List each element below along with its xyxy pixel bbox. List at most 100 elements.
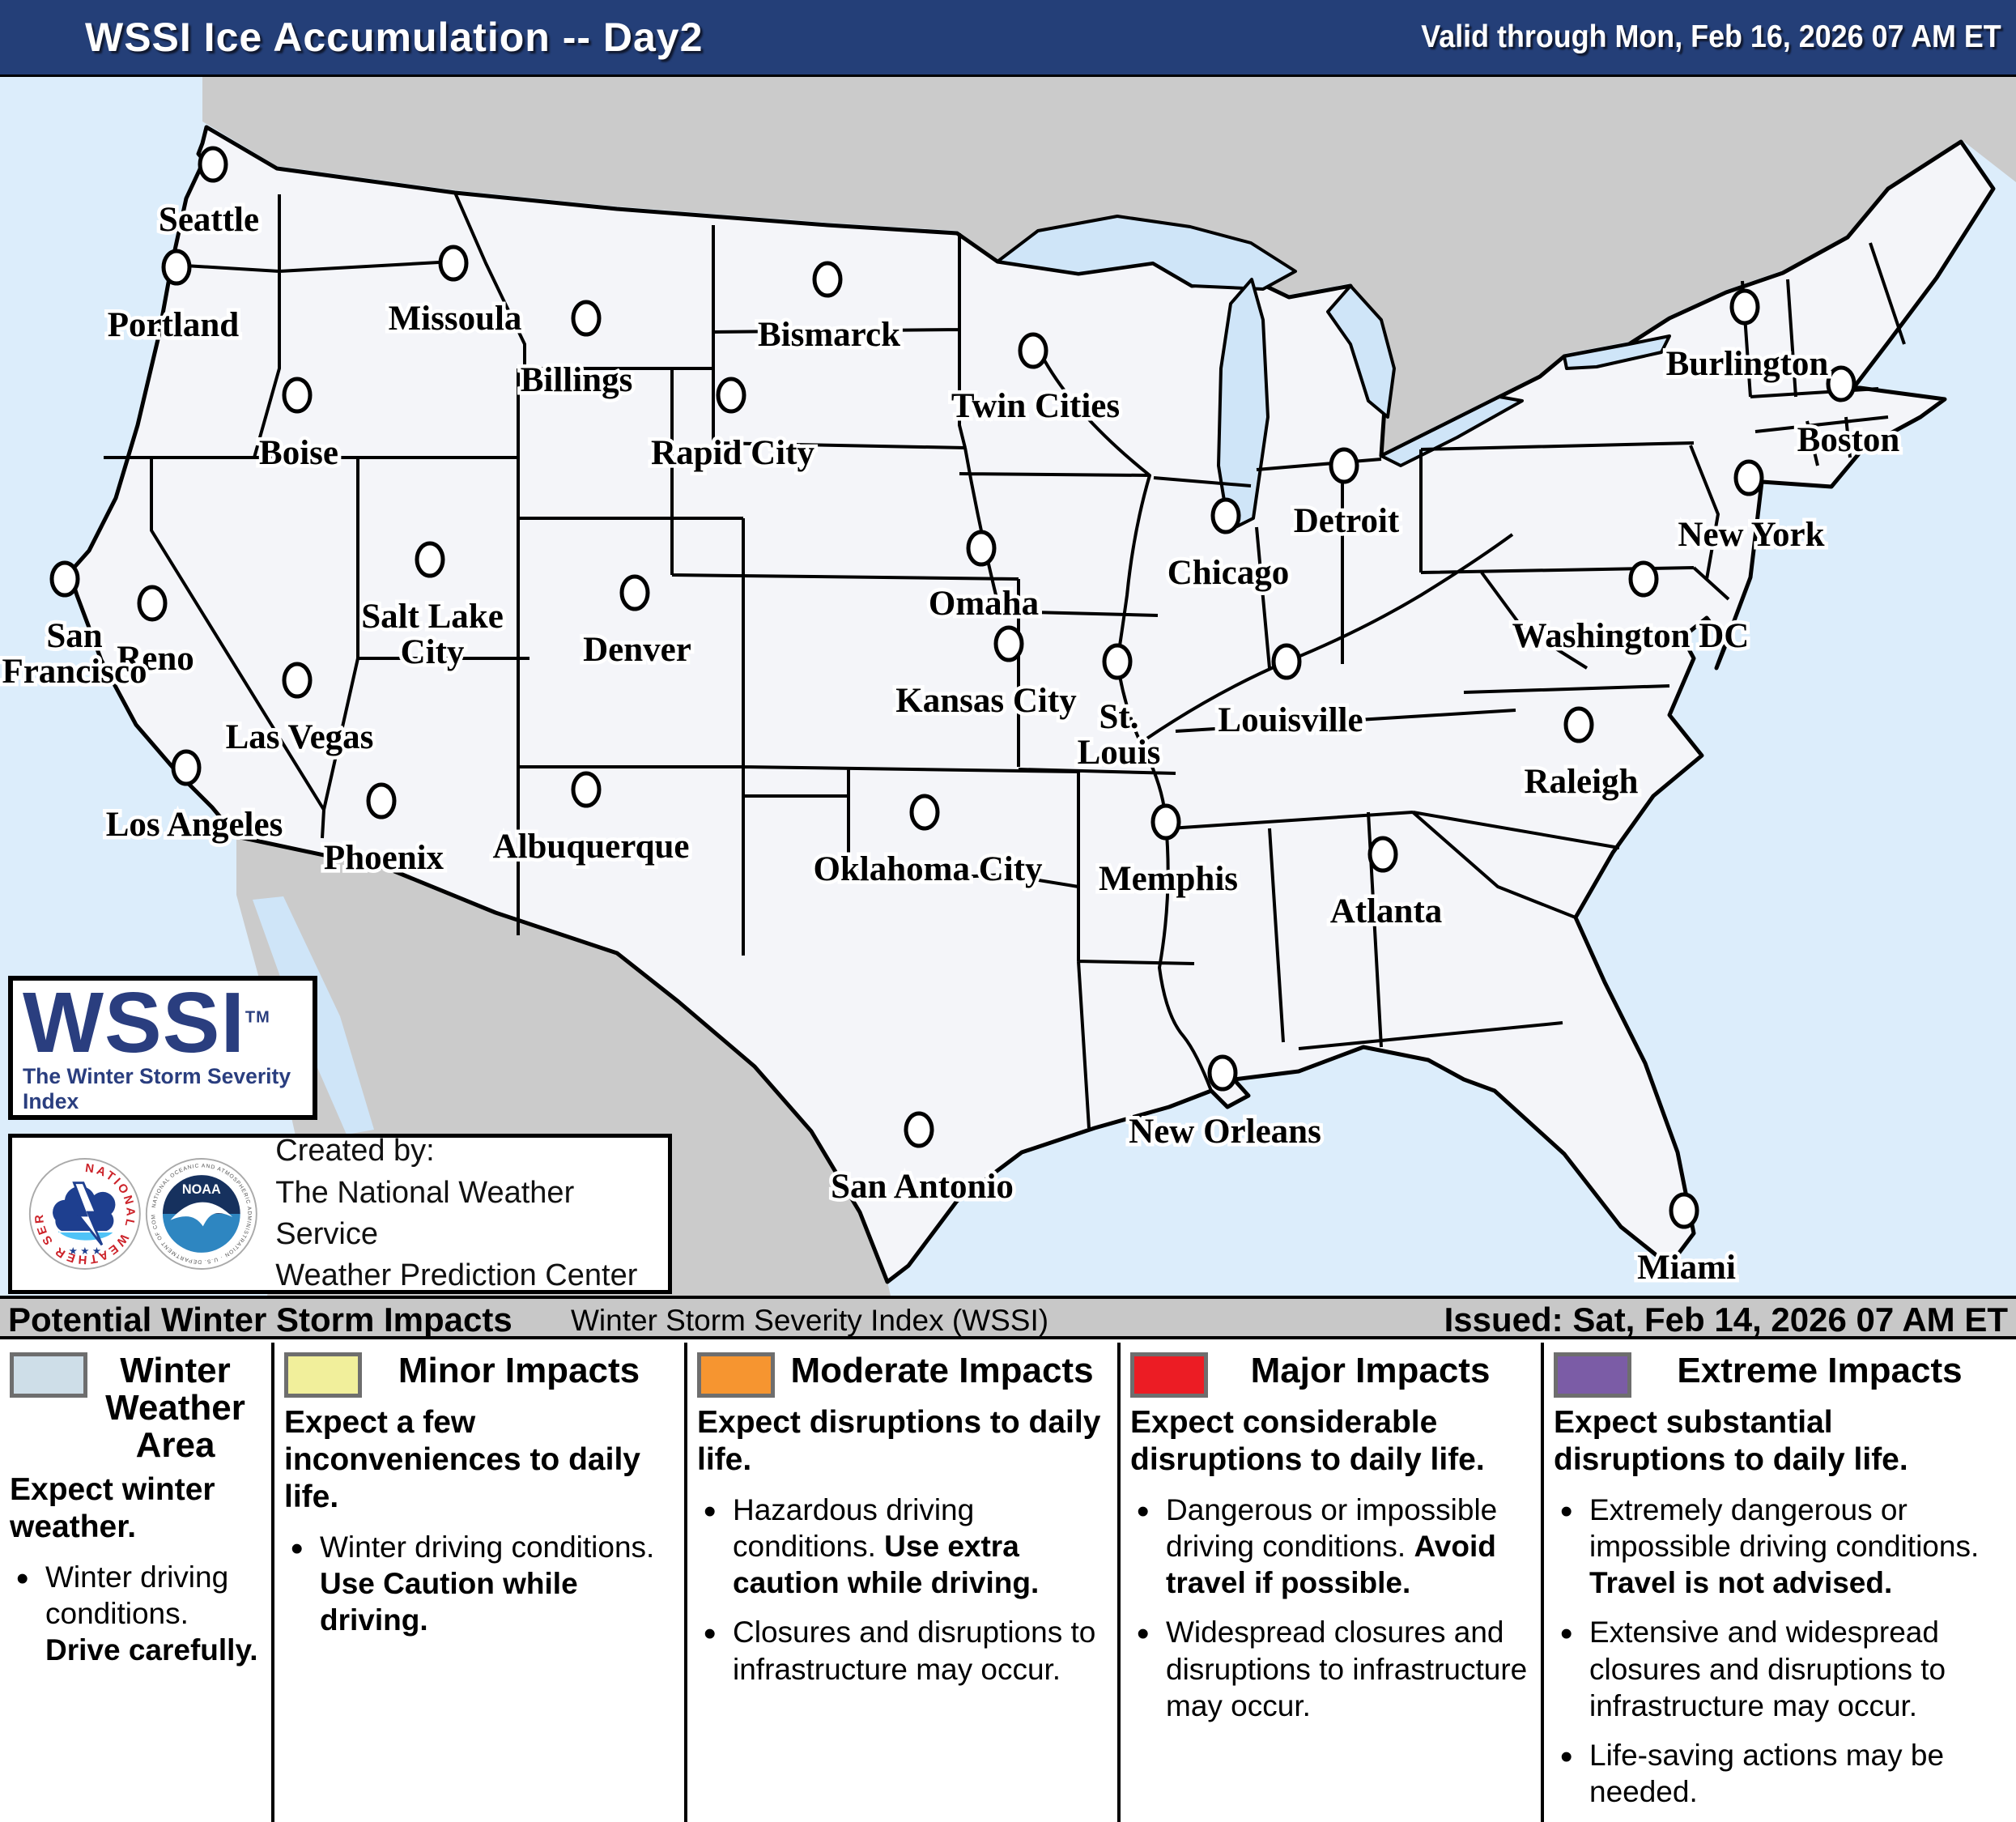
legend-bullet: Hazardous driving conditions. Use extra … bbox=[697, 1490, 1109, 1601]
city-label-raleigh: Raleigh bbox=[1525, 763, 1639, 801]
legend-swatch-major-impacts bbox=[1130, 1352, 1208, 1398]
city-label-missoula: Missoula bbox=[389, 300, 522, 338]
legend-bullets-minor-impacts: Winter driving conditions. Use Caution w… bbox=[284, 1527, 676, 1638]
city-marker-missoula bbox=[438, 245, 469, 282]
city-label-salt-lake-city: Salt Lake City bbox=[361, 598, 504, 671]
trademark-symbol: TM bbox=[245, 1008, 270, 1027]
legend-col-minor-impacts: Minor Impacts Expect a few inconveniences… bbox=[271, 1343, 684, 1822]
legend-bullet: Extensive and widespread closures and di… bbox=[1554, 1612, 2008, 1723]
city-label-louisville: Louisville bbox=[1218, 701, 1363, 739]
legend-header-major-impacts: Major Impacts bbox=[1130, 1349, 1533, 1398]
created-by-box: NATIONAL WEATHER SERVICE ★ ★ ★ NATIONAL … bbox=[8, 1134, 672, 1294]
nws-cloud-icon bbox=[53, 1181, 116, 1246]
city-marker-omaha bbox=[966, 530, 997, 567]
legend-intro-extreme-impacts: Expect substantial disruptions to daily … bbox=[1554, 1405, 1908, 1478]
legend-bullet: Life-saving actions may be needed. bbox=[1554, 1735, 2008, 1810]
legend-col-moderate-impacts: Moderate Impacts Expect disruptions to da… bbox=[684, 1343, 1117, 1822]
legend-bullet: Widespread closures and disruptions to i… bbox=[1130, 1612, 1533, 1723]
city-label-san-francisco: San Francisco bbox=[2, 617, 147, 691]
legend-intro-major-impacts: Expect considerable disruptions to daily… bbox=[1130, 1405, 1485, 1478]
city-marker-st-louis bbox=[1102, 643, 1133, 680]
legend-header-winter-weather-area: Winter Weather Area bbox=[10, 1349, 263, 1465]
city-label-chicago: Chicago bbox=[1167, 554, 1290, 592]
legend-swatch-minor-impacts bbox=[284, 1352, 362, 1398]
nws-stars: ★ ★ ★ bbox=[69, 1245, 101, 1257]
city-label-rapid-city: Rapid City bbox=[651, 434, 814, 472]
city-marker-seattle bbox=[198, 146, 228, 183]
city-marker-memphis bbox=[1150, 803, 1181, 841]
city-marker-miami bbox=[1669, 1192, 1699, 1229]
city-marker-burlington bbox=[1729, 288, 1760, 326]
nws-logo: NATIONAL WEATHER SERVICE ★ ★ ★ bbox=[28, 1158, 141, 1270]
wssi-bar-label: Winter Storm Severity Index (WSSI) bbox=[571, 1304, 1049, 1337]
city-marker-san-antonio bbox=[904, 1111, 934, 1148]
city-marker-new-orleans bbox=[1207, 1054, 1238, 1092]
legend-intro-moderate-impacts: Expect disruptions to daily life. bbox=[697, 1405, 1101, 1478]
created-by-line2: The National Weather Service bbox=[275, 1175, 575, 1251]
legend-header-minor-impacts: Minor Impacts bbox=[284, 1349, 676, 1398]
city-label-miami: Miami bbox=[1637, 1249, 1736, 1287]
legend-title-winter-weather-area: Winter Weather Area bbox=[105, 1351, 245, 1466]
city-label-boston: Boston bbox=[1797, 421, 1900, 459]
lake-huron bbox=[1326, 284, 1396, 419]
city-label-albuquerque: Albuquerque bbox=[493, 828, 690, 866]
legend-bullets-major-impacts: Dangerous or impossible driving conditio… bbox=[1130, 1490, 1533, 1724]
city-label-kansas-city: Kansas City bbox=[895, 682, 1077, 720]
city-label-seattle: Seattle bbox=[159, 201, 259, 239]
legend-swatch-moderate-impacts bbox=[697, 1352, 775, 1398]
legend-bullets-extreme-impacts: Extremely dangerous or impossible drivin… bbox=[1554, 1490, 2008, 1810]
city-label-billings: Billings bbox=[521, 361, 633, 399]
city-label-san-antonio: San Antonio bbox=[831, 1168, 1014, 1206]
legend-col-extreme-impacts: Extreme Impacts Expect substantial disrup… bbox=[1541, 1343, 2016, 1822]
city-label-atlanta: Atlanta bbox=[1330, 892, 1443, 930]
city-marker-rapid-city bbox=[716, 377, 746, 414]
city-marker-san-francisco bbox=[49, 560, 80, 598]
city-label-portland: Portland bbox=[108, 306, 240, 344]
city-label-bismarck: Bismarck bbox=[758, 316, 900, 354]
lake-erie bbox=[1380, 395, 1524, 467]
city-marker-albuquerque bbox=[571, 771, 602, 808]
legend-bullet: Winter driving conditions. Use Caution w… bbox=[284, 1527, 676, 1638]
us-impact-map: Seattle Portland Missoula Boise Billings Bism… bbox=[0, 77, 2016, 1296]
city-marker-louisville bbox=[1271, 643, 1302, 680]
city-marker-twin-cities bbox=[1018, 332, 1048, 369]
wssi-logo-box: WSSITM The Winter Storm Severity Index bbox=[8, 976, 317, 1120]
issued-timestamp: Issued: Sat, Feb 14, 2026 07 AM ET bbox=[1444, 1301, 2008, 1339]
city-marker-bismarck bbox=[812, 261, 843, 298]
city-label-new-orleans: New Orleans bbox=[1129, 1113, 1321, 1151]
city-label-twin-cities: Twin Cities bbox=[951, 387, 1120, 425]
legend-bullet: Extremely dangerous or impossible drivin… bbox=[1554, 1490, 2008, 1601]
noaa-word: NOAA bbox=[182, 1182, 221, 1197]
legend-bullet: Dangerous or impossible driving conditio… bbox=[1130, 1490, 1533, 1601]
city-marker-reno bbox=[137, 585, 168, 622]
state-borders bbox=[104, 192, 1906, 1129]
legend-intro-winter-weather-area: Expect winter weather. bbox=[10, 1471, 215, 1544]
legend-col-winter-weather-area: Winter Weather Area Expect winter weather… bbox=[0, 1343, 271, 1822]
city-marker-washington-dc bbox=[1628, 560, 1659, 598]
city-marker-oklahoma-city bbox=[909, 794, 940, 831]
legend-title-minor-impacts: Minor Impacts bbox=[398, 1351, 640, 1390]
city-marker-boston bbox=[1826, 365, 1857, 402]
noaa-seagull-icon bbox=[162, 1175, 240, 1253]
impacts-bar-title: Potential Winter Storm Impacts bbox=[8, 1301, 513, 1339]
city-marker-kansas-city bbox=[993, 625, 1024, 662]
legend-title-moderate-impacts: Moderate Impacts bbox=[790, 1351, 1094, 1390]
legend-title-extreme-impacts: Extreme Impacts bbox=[1677, 1351, 1963, 1390]
created-by-text: Created by: The National Weather Service… bbox=[275, 1130, 668, 1296]
wssi-logo-word: WSSITM bbox=[23, 975, 270, 1071]
great-lakes bbox=[996, 215, 1671, 532]
legend-swatch-extreme-impacts bbox=[1554, 1352, 1631, 1398]
legend-col-major-impacts: Major Impacts Expect considerable disrupt… bbox=[1117, 1343, 1541, 1822]
lake-superior bbox=[996, 215, 1297, 291]
city-label-las-vegas: Las Vegas bbox=[226, 718, 374, 756]
valid-through-text: Valid through Mon, Feb 16, 2026 07 AM ET bbox=[1421, 19, 2001, 54]
legend-bullets-winter-weather-area: Winter driving conditions. Drive careful… bbox=[10, 1557, 263, 1668]
city-marker-raleigh bbox=[1563, 706, 1594, 743]
city-marker-billings bbox=[571, 300, 602, 337]
city-label-new-york: New York bbox=[1678, 516, 1824, 554]
created-by-line1: Created by: bbox=[275, 1134, 435, 1169]
legend-intro-minor-impacts: Expect a few inconveniences to daily lif… bbox=[284, 1405, 640, 1515]
city-marker-las-vegas bbox=[282, 662, 313, 699]
city-marker-atlanta bbox=[1367, 836, 1398, 873]
